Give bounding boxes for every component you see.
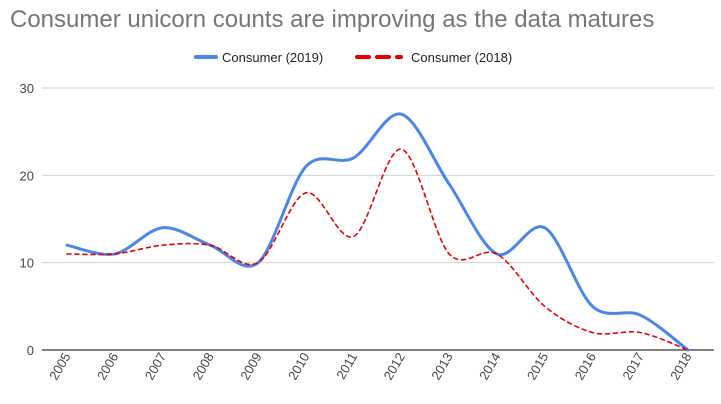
x-tick-label: 2005 xyxy=(46,350,73,383)
gridlines xyxy=(42,87,714,351)
series-line-1 xyxy=(65,112,690,352)
series-lines xyxy=(65,112,690,352)
series-line-2 xyxy=(66,148,689,351)
legend: Consumer (2019) Consumer (2018) xyxy=(194,50,512,65)
legend-label-1: Consumer (2019) xyxy=(222,50,323,65)
x-tick-label: 2017 xyxy=(619,350,646,383)
x-tick-label: 2008 xyxy=(189,350,216,383)
y-tick-label: 10 xyxy=(20,256,34,271)
x-tick-label: 2014 xyxy=(476,350,503,383)
x-tick-label: 2006 xyxy=(94,350,121,383)
x-tick-label: 2010 xyxy=(285,350,312,383)
x-tick-label: 2012 xyxy=(381,350,408,383)
x-tick-label: 2016 xyxy=(572,350,599,383)
x-axis-ticks: 2005 2006 2007 2008 2009 2010 2011 2012 2013 2014… xyxy=(46,350,694,383)
x-tick-label: 2015 xyxy=(524,350,551,383)
legend-label-2: Consumer (2018) xyxy=(411,50,512,65)
x-tick-label: 2018 xyxy=(667,350,694,383)
x-tick-label: 2009 xyxy=(237,350,264,383)
y-tick-label: 30 xyxy=(20,81,34,96)
x-tick-label: 2007 xyxy=(142,350,169,383)
chart-title: Consumer unicorn counts are improving as… xyxy=(10,6,655,33)
x-tick-label: 2013 xyxy=(428,350,455,383)
y-axis-ticks: 0 10 20 30 xyxy=(20,81,34,358)
y-tick-label: 20 xyxy=(20,168,34,183)
y-tick-label: 0 xyxy=(27,343,34,358)
x-tick-label: 2011 xyxy=(333,350,360,382)
